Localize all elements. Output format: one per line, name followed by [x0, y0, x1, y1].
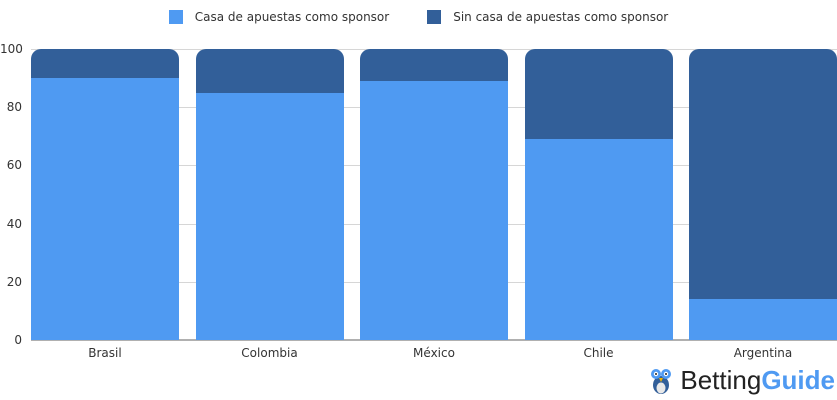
x-tick-label: Brasil [88, 346, 122, 360]
stacked-bar [689, 49, 837, 340]
legend-item-without-sponsor: Sin casa de apuestas como sponsor [427, 10, 668, 24]
bar-segment-without-sponsor [360, 49, 508, 81]
y-tick-label: 60 [6, 158, 22, 173]
legend-label: Sin casa de apuestas como sponsor [453, 10, 669, 24]
x-tick-label: Argentina [733, 346, 793, 360]
bar-segment-without-sponsor [31, 49, 179, 79]
x-axis-line [31, 339, 837, 341]
stacked-bar [195, 49, 344, 340]
y-tick-label: 0 [14, 333, 22, 347]
bar-segment-with-sponsor [31, 78, 179, 340]
bar-segment-with-sponsor [689, 299, 837, 340]
brand-logo: BettingGuide [650, 365, 835, 396]
stacked-bar [360, 49, 508, 340]
x-tick-label: México [413, 346, 455, 360]
y-tick-label: 80 [6, 100, 22, 115]
x-tick-label: Chile [583, 346, 614, 360]
bar-segment-with-sponsor [195, 92, 344, 340]
legend-swatch-dark [427, 10, 442, 24]
stacked-bar [524, 49, 673, 340]
legend-swatch-light [168, 10, 183, 24]
y-tick-label: 100 [0, 42, 23, 56]
legend-item-with-sponsor: Casa de apuestas como sponsor [168, 10, 390, 24]
bar-segment-with-sponsor [360, 81, 508, 340]
bar-segment-with-sponsor [524, 139, 673, 340]
stacked-bar [31, 49, 179, 340]
legend-label: Casa de apuestas como sponsor [194, 10, 390, 24]
y-tick-label: 40 [6, 216, 22, 231]
brand-name-part2: Guide [761, 365, 835, 395]
bar-segment-without-sponsor [195, 49, 344, 93]
y-tick-label: 20 [6, 274, 22, 289]
x-tick-label: Colombia [241, 346, 298, 360]
bar-segment-without-sponsor [689, 49, 837, 300]
chart-legend: Casa de apuestas como sponsor Sin casa d… [0, 10, 837, 24]
plot-area [31, 49, 837, 341]
brand-name-part1: Betting [680, 365, 762, 395]
owl-icon [651, 368, 672, 394]
bar-segment-without-sponsor [524, 49, 673, 140]
